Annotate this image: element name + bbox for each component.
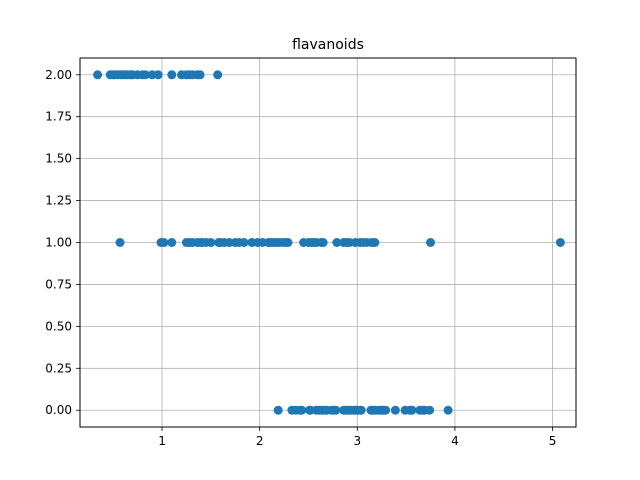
data-point (140, 70, 150, 80)
x-tick-label: 2 (256, 434, 264, 448)
y-tick-label: 0.75 (45, 277, 72, 291)
data-point (318, 238, 328, 247)
data-point (331, 405, 341, 415)
data-point (153, 70, 163, 80)
data-point (159, 238, 169, 247)
data-point (167, 70, 177, 80)
data-point (425, 405, 435, 415)
data-point (426, 238, 436, 247)
data-point (370, 238, 380, 247)
data-point (93, 70, 103, 80)
data-point (273, 405, 283, 415)
data-point (381, 405, 391, 415)
y-tick-label: 0.25 (45, 361, 72, 375)
data-point (206, 238, 216, 247)
y-tick-label: 1.50 (45, 152, 72, 166)
y-tick-label: 1.75 (45, 110, 72, 124)
data-point (407, 405, 417, 415)
x-tick-label: 3 (353, 434, 361, 448)
data-point (390, 405, 400, 415)
data-point (332, 238, 342, 247)
data-point (297, 405, 307, 415)
x-tick-label: 5 (549, 434, 557, 448)
x-tick-label: 4 (451, 434, 459, 448)
data-point (167, 238, 177, 247)
data-point (443, 405, 453, 415)
y-tick-label: 0.00 (45, 403, 72, 417)
data-point (213, 70, 223, 80)
axis-ticks: 1 2 3 4 5 0.00 0.25 0.50 0.75 1.00 1.25 1.50 1.75 2.0… (45, 68, 556, 448)
chart-title: flavanoids (292, 37, 364, 53)
y-tick-label: 1.25 (45, 194, 72, 208)
data-points (93, 70, 565, 415)
data-point (555, 238, 565, 247)
y-tick-label: 2.00 (45, 68, 72, 82)
data-point (283, 238, 293, 247)
data-point (115, 238, 125, 247)
x-tick-label: 1 (158, 434, 166, 448)
y-tick-label: 1.00 (45, 236, 72, 250)
data-point (356, 405, 366, 415)
y-tick-label: 0.50 (45, 319, 72, 333)
data-point (239, 238, 249, 247)
data-point (195, 70, 205, 80)
